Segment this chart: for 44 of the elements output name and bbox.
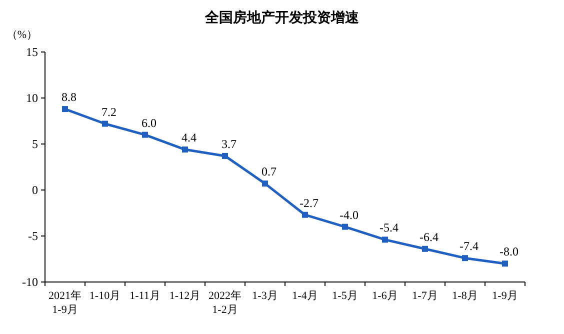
data-label: -2.7 [300,196,318,210]
x-tick-label: 1-7月 [412,290,438,302]
data-label: -6.4 [420,230,438,244]
point [182,146,188,153]
x-tick-label: 1-9月 [492,290,518,302]
x-tick-label: 1-10月 [89,290,121,302]
point [422,246,428,252]
y-tick-label: 15 [26,45,38,59]
x-tick-label: 2022年 1-2月 [208,290,242,316]
y-tick-label: 0 [32,183,38,197]
point [342,224,348,230]
x-tick-label: 1-3月 [252,290,278,302]
point [262,180,268,187]
point [502,260,508,267]
x-tick-label: 1-8月 [452,290,478,302]
x-tick-label: 1-12月 [169,290,201,302]
point [142,132,148,138]
data-label: 8.8 [62,90,76,104]
point [382,236,388,243]
y-axis-title: （%） [6,29,38,41]
point [222,152,228,159]
point [102,120,108,127]
data-label: -4.0 [340,208,358,222]
y-tick-label: -10 [22,275,38,289]
x-tick-label: 1-4月 [292,290,318,302]
x-tick-label: 1-5月 [332,290,358,302]
x-tick-label: 1-11月 [130,290,160,302]
data-label: 0.7 [262,164,276,179]
data-label: -8.0 [500,244,518,259]
point [462,255,468,262]
data-label: 3.7 [222,136,236,151]
y-tick-label: -5 [28,229,38,243]
data-label: 4.4 [182,130,196,145]
point [302,212,308,218]
data-label: 6.0 [142,116,156,130]
x-tick-label: 1-6月 [372,290,398,302]
chart-title: 全国房地产开发投资增速 [204,9,360,25]
y-tick-label: 5 [32,137,38,151]
data-label: -7.4 [460,239,478,254]
point [62,106,68,112]
data-label: 7.2 [102,104,116,119]
x-tick-label: 2021年 1-9月 [48,290,82,316]
data-label: -5.4 [380,220,398,235]
y-tick-label: 10 [26,91,38,105]
